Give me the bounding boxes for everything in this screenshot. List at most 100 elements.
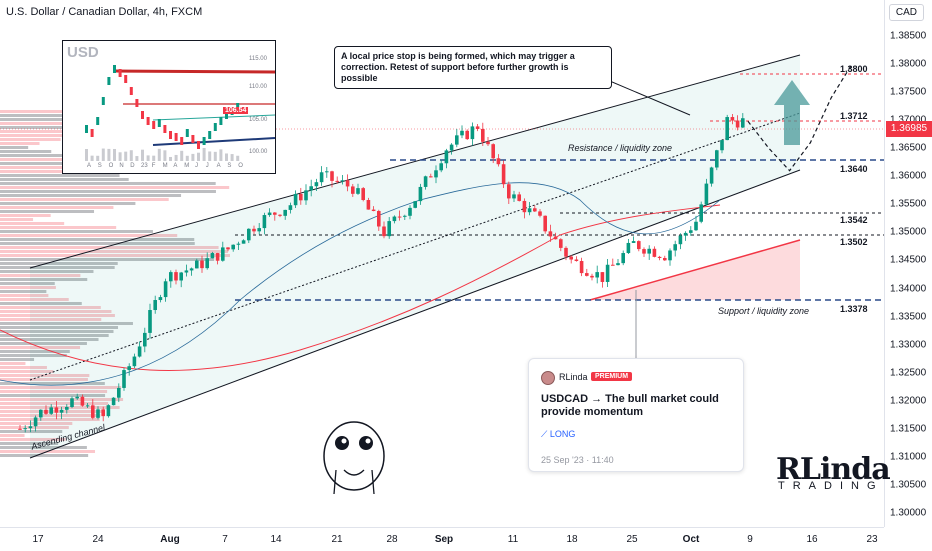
level-label-1.3640: 1.3640 [840, 164, 868, 174]
candle-body [54, 407, 59, 413]
volume-profile-bar [0, 138, 61, 141]
candle-body [252, 228, 256, 232]
idea-headline[interactable]: USDCAD → The bull market could provide m… [541, 393, 719, 418]
candle-body [153, 300, 157, 311]
inset-xtick: N [119, 163, 124, 169]
volume-profile-bar [0, 186, 230, 189]
inset-volume-bar [107, 148, 111, 161]
candle-body [319, 172, 324, 183]
candle-body [257, 228, 261, 232]
volume-profile-bar [0, 454, 89, 457]
author-name[interactable]: RLinda [559, 372, 588, 382]
candle-body [241, 240, 246, 244]
price-tick: 1.33000 [890, 339, 927, 351]
volume-profile-bar [0, 242, 195, 245]
volume-profile-bar [0, 218, 34, 221]
candle-body [735, 120, 740, 128]
volume-profile-bar [0, 378, 88, 381]
inset-xtick: A [173, 163, 178, 169]
candle-body [522, 200, 527, 213]
target-arrow [774, 80, 810, 145]
volume-profile-bar [0, 398, 124, 401]
candle-body [205, 258, 209, 269]
candle-body [704, 183, 709, 205]
candle-body [340, 180, 345, 182]
volume-profile-bar [0, 446, 87, 449]
candle-body [470, 126, 475, 140]
emoji-face [323, 421, 385, 495]
candle-body [605, 264, 610, 282]
volume-profile-bar [0, 190, 216, 193]
price-axis[interactable] [884, 0, 932, 527]
inset-candle [85, 125, 88, 133]
trend-up-icon: ⟋ [541, 429, 550, 439]
time-tick: 28 [386, 534, 398, 545]
volume-profile-bar [0, 222, 65, 225]
price-tick: 1.31500 [890, 423, 927, 435]
volume-profile-bar [0, 250, 228, 253]
volume-profile-bar [0, 374, 90, 377]
volume-profile-bar [0, 286, 56, 289]
candle-body [403, 215, 407, 217]
inset-candle [208, 131, 212, 139]
candle-body [730, 117, 735, 121]
inset-xtick: D [130, 163, 135, 169]
volume-profile-bar [0, 406, 120, 409]
volume-profile-bar [0, 418, 100, 421]
volume-profile-bar [0, 170, 103, 173]
candle-body [715, 150, 719, 168]
candle-body [169, 272, 173, 282]
inset-candle [197, 141, 200, 149]
candle-body [101, 409, 105, 417]
candle-body [501, 164, 506, 185]
candle-body [408, 207, 412, 216]
time-tick: 23 [866, 534, 878, 545]
current-price-tag: 1.36985 [886, 121, 932, 137]
candle-body [392, 216, 397, 222]
candle-body [668, 250, 672, 261]
candle-body [673, 244, 677, 251]
volume-profile-bar [0, 214, 51, 217]
candle-body [70, 398, 74, 407]
inset-candle [191, 135, 195, 143]
inset-volume-bar [230, 154, 234, 161]
time-axis[interactable] [0, 527, 884, 551]
candle-body [23, 428, 27, 430]
candle-body [377, 211, 381, 227]
price-tick: 1.35000 [890, 226, 927, 238]
inset-volume-bar [135, 156, 139, 161]
volume-profile-bar [0, 174, 120, 177]
idea-date: 25 Sep '23 · 11:40 [541, 455, 614, 465]
candle-body [397, 216, 402, 218]
channel-upper-line [29, 54, 801, 269]
inset-xtick: M [162, 163, 168, 169]
currency-badge[interactable]: CAD [888, 4, 924, 21]
volume-profile-bar [0, 226, 117, 229]
volume-profile-bar [0, 142, 40, 145]
time-tick: 16 [806, 534, 818, 545]
candle-body [309, 186, 313, 191]
volume-profile-bar [0, 290, 47, 293]
candle-body [486, 141, 490, 145]
volume-profile-bar [0, 158, 67, 161]
inset-xtick: F [151, 163, 156, 169]
volume-profile-bar [0, 202, 136, 205]
candle-body [543, 215, 547, 232]
candle-body [657, 256, 662, 258]
candles [18, 113, 745, 433]
candle-body [418, 186, 423, 202]
candle-body [491, 144, 495, 159]
premium-badge: PREMIUM [591, 372, 633, 381]
support-zone-label: Support / liquidity zone [718, 306, 810, 316]
candle-body [127, 366, 131, 371]
inset-volume-bar [185, 155, 189, 161]
avatar[interactable] [541, 371, 555, 385]
candle-body [28, 426, 33, 429]
channel-fill [30, 55, 800, 458]
inset-volume-bar [180, 150, 184, 161]
idea-card[interactable]: RLinda PREMIUM USDCAD → The bull market … [528, 358, 744, 472]
price-tick: 1.37500 [890, 86, 927, 98]
candle-body [434, 170, 438, 178]
price-tick: 1.34000 [890, 283, 927, 295]
candle-body [652, 248, 657, 257]
